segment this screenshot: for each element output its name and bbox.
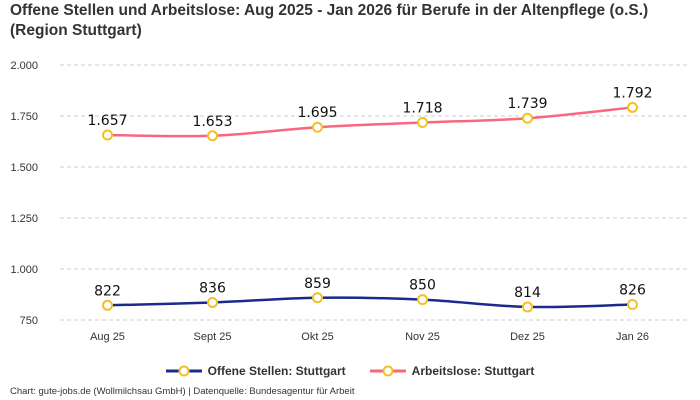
- data-label: 814: [514, 285, 541, 301]
- data-point: [522, 301, 533, 313]
- data-label: 822: [94, 283, 121, 299]
- legend-item-offene-stellen[interactable]: Offene Stellen: Stuttgart: [165, 364, 346, 378]
- x-tick-label: Dez 25: [510, 331, 545, 343]
- data-label: 1.718: [402, 101, 442, 117]
- x-tick-label: Jan 26: [616, 331, 649, 343]
- legend-label: Offene Stellen: Stuttgart: [207, 364, 346, 378]
- y-tick-label: 2.000: [10, 60, 38, 72]
- data-point: [627, 101, 638, 113]
- data-label: 836: [199, 280, 226, 296]
- data-point: [207, 296, 218, 308]
- x-tick-label: Nov 25: [405, 331, 440, 343]
- data-point: [417, 117, 428, 129]
- data-label: 1.695: [297, 105, 337, 121]
- data-label: 859: [304, 276, 331, 292]
- source-note: Chart: gute-jobs.de (Wollmilchsau GmbH) …: [10, 386, 355, 397]
- data-point: [312, 121, 323, 133]
- y-tick-label: 1.750: [10, 111, 38, 123]
- data-label: 1.657: [87, 113, 127, 129]
- y-tick-label: 750: [20, 315, 38, 327]
- x-tick-label: Sept 25: [194, 331, 232, 343]
- data-label: 826: [619, 282, 646, 298]
- data-point: [627, 298, 638, 310]
- data-point: [522, 112, 533, 124]
- data-point: [102, 299, 113, 311]
- data-point: [207, 130, 218, 142]
- series-line-1: [107, 106, 633, 138]
- series-line-0: [107, 296, 633, 309]
- data-point: [417, 294, 428, 306]
- x-tick-label: Okt 25: [301, 331, 333, 343]
- data-point: [102, 129, 113, 141]
- y-tick-label: 1.500: [10, 162, 38, 174]
- data-point: [312, 292, 323, 304]
- y-tick-label: 1.000: [10, 264, 38, 276]
- chart-title: Offene Stellen und Arbeitslose: Aug 2025…: [10, 2, 649, 39]
- legend: Offene Stellen: Stuttgart Arbeitslose: S…: [0, 364, 700, 378]
- data-label: 1.792: [612, 85, 652, 101]
- legend-marker-icon: [165, 365, 202, 377]
- y-tick-label: 1.250: [10, 213, 38, 225]
- legend-label: Arbeitslose: Stuttgart: [411, 364, 535, 378]
- data-label: 1.653: [192, 114, 232, 130]
- data-label: 1.739: [507, 96, 547, 112]
- legend-item-arbeitslose[interactable]: Arbeitslose: Stuttgart: [369, 364, 535, 378]
- x-tick-label: Aug 25: [90, 331, 125, 343]
- line-chart: 750 1.000 1.250 1.500 1.750 2.000 Aug 25 Sept 2…: [10, 60, 690, 343]
- data-label: 850: [409, 278, 436, 294]
- legend-marker-icon: [369, 365, 406, 377]
